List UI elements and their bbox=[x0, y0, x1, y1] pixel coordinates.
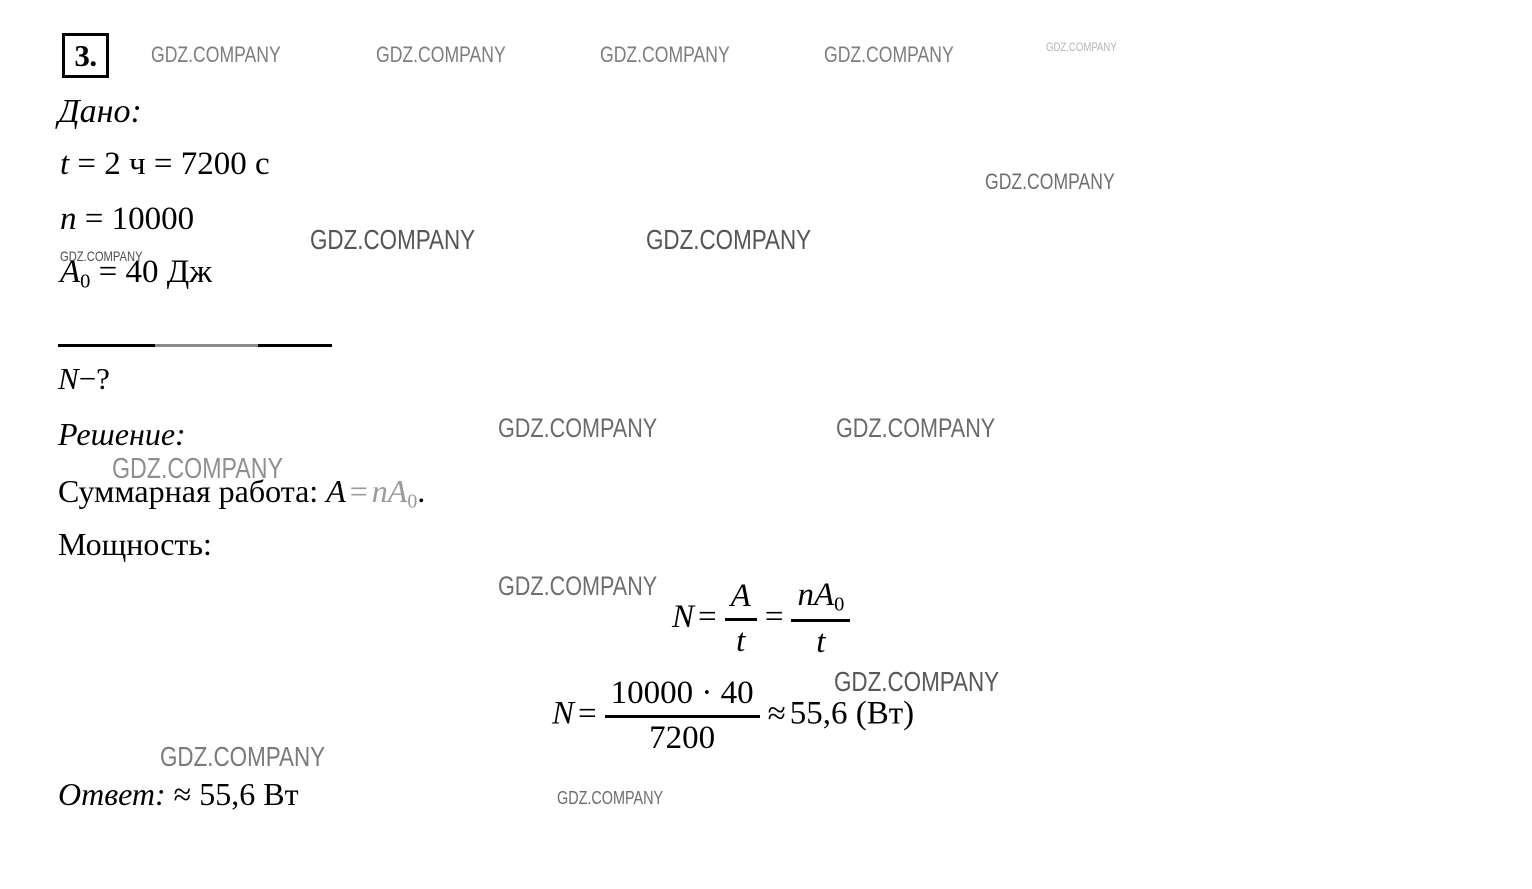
fraction-a-over-t-numerator: A bbox=[730, 578, 751, 615]
find-variable: N bbox=[58, 361, 79, 396]
problem-number: 3. bbox=[74, 38, 97, 73]
work-symbol: A bbox=[326, 473, 346, 509]
formula-numeric-unit: (Вт) bbox=[855, 695, 915, 732]
problem-number-box: 3. bbox=[62, 33, 109, 78]
answer-approx: ≈ bbox=[173, 776, 192, 812]
fraction-numeric: 10000 · 40 7200 bbox=[604, 675, 760, 756]
watermark-gdz-company: GDZ.COMPANY bbox=[836, 413, 996, 443]
formula-symbolic-equals-1: = bbox=[698, 598, 717, 635]
fraction-na0-over-t-numerator: nA0 bbox=[791, 577, 850, 616]
watermark-gdz-company: GDZ.COMPANY bbox=[498, 571, 658, 601]
fraction-a-over-t-bar bbox=[724, 617, 757, 621]
watermark-gdz-company: GDZ.COMPANY bbox=[600, 42, 730, 67]
solution-power-label: Мощность: bbox=[58, 526, 212, 562]
answer-value: 55,6 bbox=[199, 776, 256, 812]
solution-heading: Решение: bbox=[58, 418, 186, 450]
watermark-gdz-company: GDZ.COMPANY bbox=[985, 169, 1115, 194]
watermark-gdz-company: GDZ.COMPANY bbox=[498, 413, 658, 443]
fraction-numeric-denominator: 7200 bbox=[649, 719, 716, 756]
given-value-a0: = 40 Дж bbox=[98, 254, 213, 290]
work-expr-subscript: 0 bbox=[407, 490, 418, 513]
work-expr-a: A bbox=[387, 473, 408, 509]
formula-numeric: N = 10000 · 40 7200 ≈55,6 (Вт) bbox=[552, 675, 915, 756]
given-entry-count: n = 10000 bbox=[60, 203, 194, 236]
work-expr-n: n bbox=[371, 473, 388, 509]
given-variable-a0: A bbox=[60, 254, 81, 290]
watermark-gdz-company: GDZ.COMPANY bbox=[646, 224, 812, 255]
given-find: N−? bbox=[58, 363, 110, 394]
fraction-a-over-t-denominator: t bbox=[736, 622, 746, 659]
watermark-gdz-company: GDZ.COMPANY bbox=[160, 741, 326, 772]
given-variable-t: t bbox=[60, 146, 70, 182]
answer-label: Ответ: bbox=[58, 776, 166, 812]
watermark-gdz-company: GDZ.COMPANY bbox=[376, 42, 506, 67]
answer-line: Ответ: ≈ 55,6 Вт bbox=[58, 778, 299, 810]
answer-unit: Вт bbox=[263, 776, 299, 812]
fraction-numeric-bar bbox=[604, 714, 760, 718]
fraction-numeric-numerator: 10000 · 40 bbox=[610, 675, 754, 711]
work-equals: = bbox=[349, 473, 368, 509]
solution-work-line: Суммарная работа: A = nA0. bbox=[58, 475, 425, 512]
formula-symbolic-lhs: N bbox=[672, 598, 695, 635]
watermark-gdz-company: GDZ.COMPANY bbox=[151, 42, 281, 67]
fraction-na0-over-t-denominator: t bbox=[816, 623, 826, 660]
work-period: . bbox=[417, 473, 426, 509]
formula-numeric-lhs: N bbox=[552, 695, 575, 732]
work-label: Суммарная работа: bbox=[58, 473, 319, 509]
formula-numeric-equals: = bbox=[578, 695, 597, 732]
fraction-na0-a: A bbox=[813, 577, 835, 613]
given-divider-segment-left bbox=[58, 344, 155, 347]
given-divider-segment-right bbox=[258, 344, 332, 347]
given-divider bbox=[58, 344, 332, 347]
formula-numeric-approx: ≈ bbox=[767, 695, 786, 732]
find-question: −? bbox=[78, 361, 110, 396]
fraction-na0-over-t: nA0 t bbox=[791, 577, 851, 660]
formula-numeric-result: 55,6 bbox=[789, 695, 848, 732]
formula-symbolic-equals-2: = bbox=[764, 598, 784, 635]
watermark-gdz-company: GDZ.COMPANY bbox=[310, 224, 476, 255]
fraction-na0-over-t-bar bbox=[791, 618, 851, 622]
fraction-na0-n: n bbox=[797, 577, 814, 613]
given-entry-work: A0 = 40 Дж bbox=[60, 256, 212, 292]
given-variable-a0-subscript: 0 bbox=[80, 270, 91, 293]
given-divider-segment-middle bbox=[155, 344, 258, 347]
watermark-gdz-company: GDZ.COMPANY bbox=[1046, 40, 1117, 54]
solution-heading-text: Решение: bbox=[58, 416, 186, 452]
given-variable-n: n bbox=[60, 201, 77, 237]
watermark-gdz-company: GDZ.COMPANY bbox=[557, 788, 664, 808]
given-value-t: = 2 ч = 7200 с bbox=[77, 146, 270, 182]
given-heading: Дано: bbox=[58, 93, 142, 130]
given-value-n: = 10000 bbox=[84, 201, 195, 237]
given-entry-time: t = 2 ч = 7200 с bbox=[60, 148, 270, 181]
watermark-gdz-company: GDZ.COMPANY bbox=[824, 42, 954, 67]
fraction-na0-subscript: 0 bbox=[834, 593, 845, 616]
